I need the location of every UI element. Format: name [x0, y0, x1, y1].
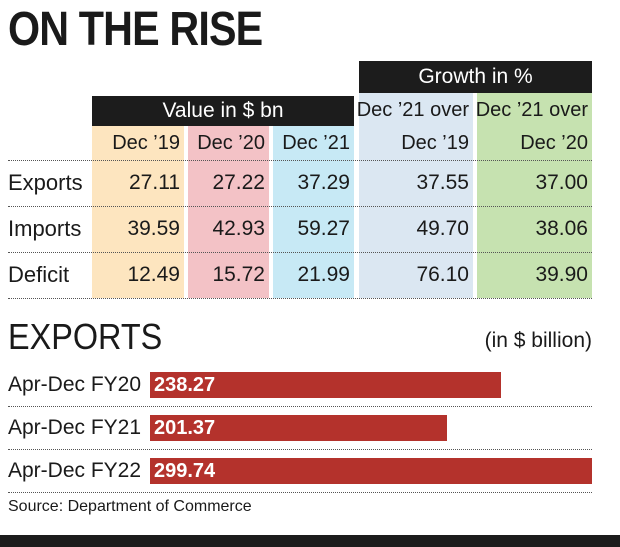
table-cell: 59.27	[297, 217, 350, 240]
row-label: Deficit	[8, 262, 70, 287]
chart-title: EXPORTS	[8, 316, 163, 357]
chart-unit: (in $ billion)	[484, 329, 592, 352]
column-background	[273, 126, 354, 298]
row-divider	[8, 298, 592, 299]
column-background	[188, 126, 269, 298]
export-bar	[150, 372, 501, 398]
growth-header: Growth in %	[359, 61, 592, 93]
column-background	[359, 93, 473, 298]
export-bar	[150, 458, 592, 484]
table-cell: 37.29	[297, 171, 350, 194]
table-cell: 49.70	[416, 217, 469, 240]
bar-category-label: Apr-Dec FY20	[8, 373, 142, 396]
table-cell: 38.06	[535, 217, 588, 240]
row-divider	[8, 160, 592, 161]
column-header: Dec ’20	[520, 132, 588, 154]
table-cell: 39.59	[127, 217, 180, 240]
table-cell: 27.22	[212, 171, 265, 194]
column-header: Dec ’19	[401, 132, 469, 154]
column-background	[477, 93, 592, 298]
bar-value-label: 201.37	[154, 417, 216, 439]
bottom-rule	[0, 535, 620, 547]
row-label: Imports	[8, 216, 82, 241]
bar-value-label: 299.74	[154, 460, 216, 482]
column-header: Dec ’19	[112, 132, 180, 154]
export-bar	[150, 415, 447, 441]
bar-value-label: 238.27	[154, 374, 216, 396]
column-header: Dec ’21 over	[475, 99, 588, 121]
table-cell: 37.00	[535, 171, 588, 194]
bar-category-label: Apr-Dec FY21	[8, 416, 142, 439]
bar-category-label: Apr-Dec FY22	[8, 459, 142, 482]
row-divider	[8, 206, 592, 207]
row-divider	[8, 252, 592, 253]
table-cell: 76.10	[416, 263, 469, 286]
bar-divider	[8, 406, 592, 407]
column-header: Dec ’21 over	[356, 99, 469, 121]
table-cell: 12.49	[127, 263, 180, 286]
table-cell: 42.93	[212, 217, 265, 240]
page-title: ON THE RISE	[8, 3, 263, 56]
table-cell: 39.90	[535, 263, 588, 286]
table-cell: 21.99	[297, 263, 350, 286]
bar-divider	[8, 492, 592, 493]
table-cell: 37.55	[416, 171, 469, 194]
column-header: Dec ’20	[197, 132, 265, 154]
column-header: Dec ’21	[282, 132, 350, 154]
table-cell: 27.11	[129, 171, 180, 194]
value-header: Value in $ bn	[92, 96, 354, 126]
source-note: Source: Department of Commerce	[8, 498, 252, 515]
row-label: Exports	[8, 170, 83, 195]
column-background	[92, 126, 184, 298]
bar-divider	[8, 449, 592, 450]
table-cell: 15.72	[212, 263, 265, 286]
